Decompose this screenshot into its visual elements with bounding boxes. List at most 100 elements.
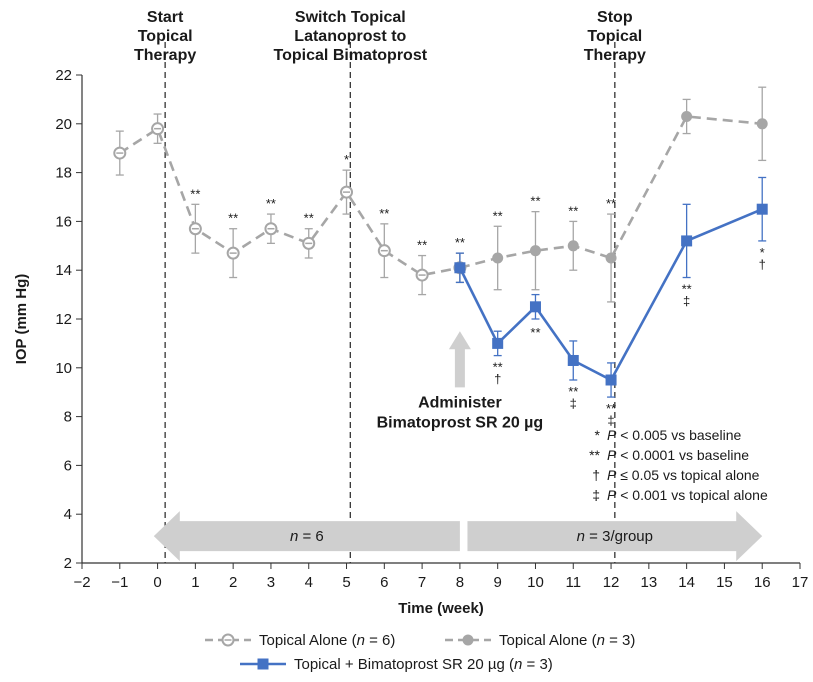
significance-mark: ** [606,401,616,416]
significance-mark: ** [568,203,578,218]
marker-filled-square [756,203,768,215]
y-tick-label: 10 [55,360,72,377]
marker-filled-square [605,374,617,386]
x-tick-label: 7 [418,574,426,591]
x-tick-label: 15 [716,574,733,591]
legend-label: Topical + Bimatoprost SR 20 µg (n = 3) [294,656,553,673]
x-tick-label: 1 [191,574,199,591]
event-label: Stop [597,9,633,26]
significance-mark: ** [304,211,314,226]
event-label: Topical [138,28,193,45]
x-tick-label: 4 [305,574,313,591]
y-tick-label: 4 [64,506,72,523]
x-tick-label: −1 [111,574,128,591]
marker-filled-circle [567,240,579,252]
x-tick-label: 12 [603,574,620,591]
administer-arrow [448,331,471,388]
y-axis-label: IOP (mm Hg) [13,274,30,365]
event-label: Therapy [134,47,196,64]
x-tick-label: 10 [527,574,544,591]
x-tick-label: 9 [494,574,502,591]
significance-mark: ** [606,196,616,211]
significance-mark: ** [682,282,692,297]
y-tick-label: 20 [55,116,72,133]
y-tick-label: 8 [64,409,72,426]
significance-mark: ‡ [570,396,577,411]
series-1: ************* ** [113,113,467,296]
footnote-symbol: ** [589,447,600,463]
significance-mark: ** [493,208,503,223]
marker-filled-square [257,658,269,670]
x-tick-label: 0 [153,574,161,591]
x-tick-label: 5 [342,574,350,591]
marker-filled-square [681,235,693,247]
marker-filled-circle [529,245,541,257]
significance-mark: ** [417,238,427,253]
x-tick-label: 2 [229,574,237,591]
marker-filled-circle [492,252,504,264]
significance-mark: ** [530,325,540,340]
x-tick-label: 14 [678,574,695,591]
y-tick-label: 14 [55,262,72,279]
x-tick-label: 13 [640,574,657,591]
significance-mark: ** [266,196,276,211]
y-tick-label: 12 [55,311,72,328]
significance-mark: ** [530,194,540,209]
y-tick-label: 18 [55,165,72,182]
legend-label: Topical Alone (n = 6) [259,632,395,649]
footnote-symbol: ‡ [592,487,600,503]
significance-mark: ** [568,384,578,399]
significance-mark: ‡ [607,413,614,428]
period-arrow [153,511,460,562]
marker-filled-square [454,262,466,274]
marker-filled-square [567,354,579,366]
event-label: Therapy [584,47,646,64]
footnote-symbol: * [595,427,601,443]
x-tick-label: 11 [565,574,581,591]
x-tick-label: 16 [754,574,771,591]
significance-mark: † [494,372,501,387]
marker-filled-square [529,301,541,313]
significance-mark: ‡ [683,294,690,309]
significance-mark: ** [455,235,465,250]
administer-label: Bimatoprost SR 20 µg [377,414,544,431]
significance-mark: ** [493,360,503,375]
marker-filled-square [492,337,504,349]
significance-mark: ** [379,206,389,221]
x-tick-label: 8 [456,574,464,591]
marker-filled-circle [462,634,474,646]
significance-mark: † [759,257,766,272]
footnote-text: P < 0.0001 vs baseline [607,447,749,463]
x-tick-label: −2 [73,574,90,591]
y-tick-label: 2 [64,555,72,572]
y-tick-label: 22 [55,67,72,84]
footnote-symbol: † [592,467,600,483]
footnote-text: P < 0.005 vs baseline [607,427,741,443]
footnote-text: P < 0.001 vs topical alone [607,487,768,503]
period-arrow-label: n = 6 [290,528,324,545]
event-label: Topical [587,28,642,45]
marker-filled-circle [605,252,617,264]
administer-label: Administer [418,394,502,411]
marker-filled-circle [681,110,693,122]
legend-label: Topical Alone (n = 3) [499,632,635,649]
period-arrow-label: n = 3/group [577,528,653,545]
series-line [119,126,461,277]
event-label: Latanoprost to [294,28,406,45]
footnote-text: P ≤ 0.05 vs topical alone [607,467,760,483]
event-label: Start [147,9,184,26]
y-tick-label: 6 [64,457,72,474]
period-arrow [467,511,763,562]
marker-filled-circle [756,118,768,130]
x-tick-label: 17 [792,574,809,591]
y-tick-label: 16 [55,213,72,230]
significance-mark: * [760,245,765,260]
significance-mark: ** [228,211,238,226]
significance-mark: ** [190,186,200,201]
x-tick-label: 6 [380,574,388,591]
series-3: **†****‡ **‡**‡*† [454,176,768,428]
x-axis-label: Time (week) [398,600,484,617]
significance-mark: * [344,152,349,167]
x-tick-label: 3 [267,574,275,591]
